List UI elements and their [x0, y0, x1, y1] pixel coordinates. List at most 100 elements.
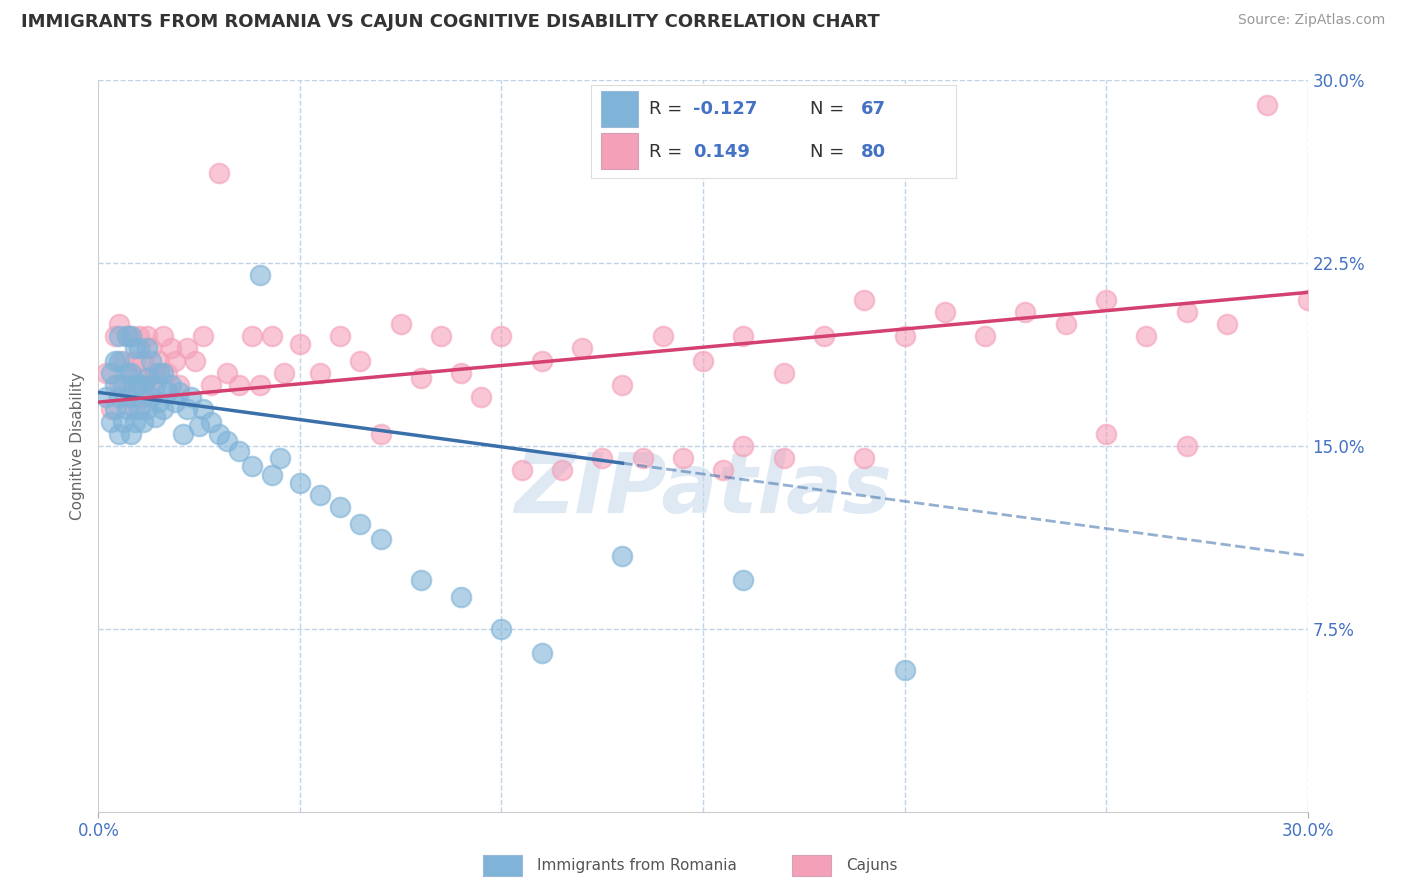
Point	[107, 317, 129, 331]
Point	[167, 385, 190, 400]
Point	[111, 415, 134, 429]
Point	[249, 378, 271, 392]
Point	[111, 353, 134, 368]
Point	[103, 353, 125, 368]
Point	[128, 329, 150, 343]
Point	[128, 378, 150, 392]
Point	[120, 390, 142, 404]
Point	[208, 426, 231, 441]
Point	[148, 366, 170, 380]
Text: Immigrants from Romania: Immigrants from Romania	[537, 858, 737, 872]
Point	[148, 353, 170, 368]
Point	[163, 353, 186, 368]
Point	[370, 532, 392, 546]
Point	[139, 390, 162, 404]
Point	[115, 366, 138, 380]
Point	[124, 378, 146, 392]
Point	[510, 463, 533, 477]
Point	[571, 342, 593, 356]
FancyBboxPatch shape	[484, 855, 522, 876]
Point	[193, 402, 215, 417]
Point	[124, 402, 146, 417]
Text: N =: N =	[810, 100, 849, 118]
Point	[1095, 426, 1118, 441]
Point	[240, 458, 263, 473]
Text: R =: R =	[650, 143, 688, 161]
Text: R =: R =	[650, 100, 688, 118]
Point	[974, 329, 997, 343]
Text: 0.149: 0.149	[693, 143, 749, 161]
Point	[103, 378, 125, 392]
Point	[120, 329, 142, 343]
Point	[176, 402, 198, 417]
Point	[450, 590, 472, 604]
Y-axis label: Cognitive Disability: Cognitive Disability	[69, 372, 84, 520]
Point	[96, 390, 118, 404]
Point	[135, 370, 157, 384]
Point	[128, 342, 150, 356]
Point	[612, 378, 634, 392]
Point	[160, 378, 183, 392]
Point	[107, 353, 129, 368]
Text: Source: ZipAtlas.com: Source: ZipAtlas.com	[1237, 13, 1385, 28]
Point	[389, 317, 412, 331]
Point	[100, 402, 122, 417]
Point	[651, 329, 673, 343]
Point	[188, 419, 211, 434]
Point	[200, 415, 222, 429]
Point	[200, 378, 222, 392]
Text: 67: 67	[860, 100, 886, 118]
Point	[107, 426, 129, 441]
Point	[530, 353, 553, 368]
Point	[124, 353, 146, 368]
Point	[612, 549, 634, 563]
Point	[152, 402, 174, 417]
Point	[530, 646, 553, 660]
Point	[160, 342, 183, 356]
Point	[217, 434, 239, 449]
Point	[491, 622, 513, 636]
Point	[135, 402, 157, 417]
Point	[631, 451, 654, 466]
Point	[288, 475, 311, 490]
Point	[1014, 305, 1036, 319]
Point	[813, 329, 835, 343]
Point	[409, 370, 432, 384]
Point	[115, 329, 138, 343]
FancyBboxPatch shape	[602, 91, 638, 127]
Point	[132, 353, 155, 368]
Point	[128, 402, 150, 417]
Point	[120, 370, 142, 384]
Point	[733, 329, 755, 343]
Point	[309, 488, 332, 502]
Text: N =: N =	[810, 143, 849, 161]
Point	[853, 451, 876, 466]
Point	[100, 366, 122, 380]
Point	[249, 268, 271, 283]
Point	[139, 353, 162, 368]
Text: 80: 80	[860, 143, 886, 161]
Point	[107, 378, 129, 392]
Point	[167, 378, 190, 392]
Point	[163, 395, 186, 409]
Point	[711, 463, 734, 477]
Point	[139, 342, 162, 356]
Point	[180, 390, 202, 404]
Point	[450, 366, 472, 380]
Point	[470, 390, 492, 404]
Point	[115, 390, 138, 404]
Point	[309, 366, 332, 380]
Point	[103, 402, 125, 417]
Point	[148, 395, 170, 409]
Point	[111, 378, 134, 392]
Point	[228, 378, 250, 392]
Point	[349, 516, 371, 531]
Point	[128, 378, 150, 392]
Point	[120, 366, 142, 380]
Point	[124, 342, 146, 356]
Point	[156, 366, 179, 380]
Point	[491, 329, 513, 343]
Point	[152, 329, 174, 343]
Point	[107, 329, 129, 343]
Point	[103, 329, 125, 343]
